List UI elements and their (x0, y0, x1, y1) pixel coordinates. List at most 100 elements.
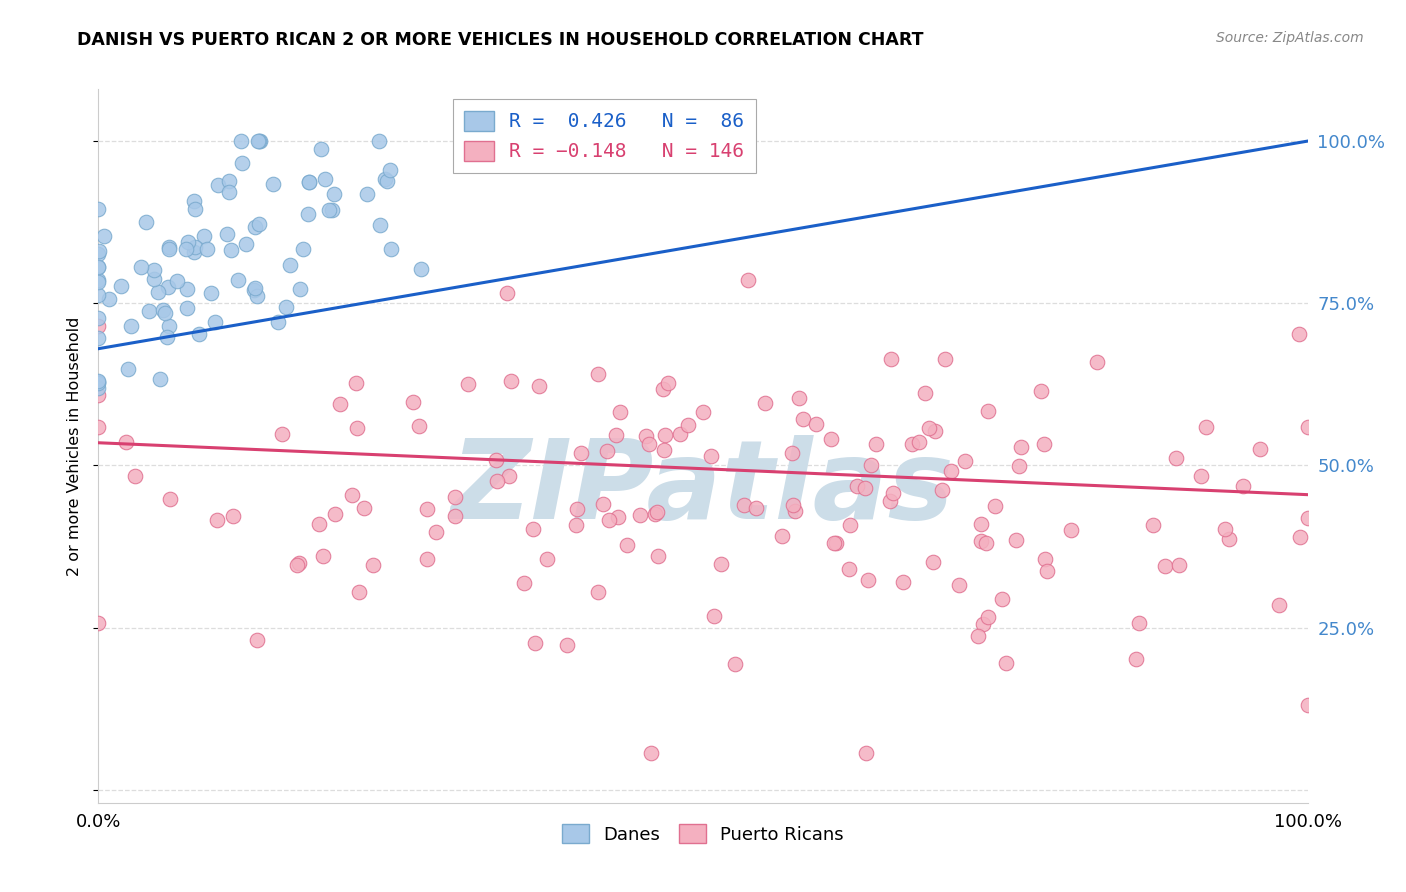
Point (444, 490, 467, 504)
Point (323, 187, 346, 202)
Point (135, 215, 157, 229)
Point (184, 240, 207, 254)
Point (87, 246, 110, 260)
Point (485, 453, 508, 467)
Y-axis label: 2 or more Vehicles in Household: 2 or more Vehicles in Household (67, 317, 83, 575)
Point (636, 429, 658, 443)
Point (855, 746, 877, 760)
Point (1296, 511, 1319, 525)
Point (176, 301, 198, 315)
Point (586, 585, 609, 599)
Point (606, 509, 628, 524)
Point (1289, 530, 1312, 544)
Point (129, 260, 152, 275)
Point (1085, 355, 1108, 369)
Point (972, 617, 994, 632)
Point (247, 134, 270, 148)
Point (297, 207, 319, 221)
Point (1168, 558, 1191, 572)
Point (529, 379, 551, 393)
Point (229, 134, 252, 148)
Point (1267, 598, 1289, 612)
Point (1033, 551, 1056, 566)
Point (176, 235, 198, 249)
Point (176, 282, 198, 296)
Point (87, 388, 110, 402)
Point (235, 237, 257, 252)
Point (425, 524, 447, 539)
Point (1232, 479, 1254, 493)
Point (609, 405, 631, 419)
Point (931, 483, 953, 497)
Point (1125, 652, 1147, 666)
Point (783, 503, 806, 517)
Point (700, 450, 723, 464)
Point (1213, 522, 1236, 536)
Point (312, 549, 335, 563)
Point (880, 352, 903, 367)
Point (934, 351, 956, 366)
Point (270, 426, 292, 441)
Point (142, 263, 165, 277)
Point (1010, 440, 1032, 454)
Point (780, 446, 803, 460)
Point (605, 428, 627, 442)
Point (1029, 384, 1052, 398)
Point (657, 376, 679, 390)
Point (87, 376, 110, 391)
Point (652, 382, 675, 396)
Point (318, 202, 340, 217)
Point (309, 142, 332, 156)
Point (288, 282, 311, 296)
Point (87, 374, 110, 388)
Point (323, 507, 346, 521)
Point (616, 538, 638, 552)
Point (402, 395, 425, 409)
Point (668, 427, 690, 442)
Point (498, 469, 520, 483)
Point (218, 174, 240, 188)
Point (652, 442, 675, 457)
Point (321, 202, 343, 217)
Point (939, 464, 962, 478)
Point (565, 502, 588, 516)
Point (1128, 616, 1150, 631)
Point (246, 633, 269, 648)
Point (308, 516, 330, 531)
Point (156, 330, 179, 344)
Point (967, 629, 990, 643)
Point (924, 424, 946, 438)
Point (733, 498, 755, 512)
Point (654, 427, 676, 442)
Point (87, 311, 110, 326)
Point (569, 446, 592, 460)
Point (838, 518, 860, 533)
Point (555, 639, 578, 653)
Point (1189, 469, 1212, 483)
Point (891, 575, 914, 590)
Point (983, 499, 1005, 513)
Point (710, 557, 733, 571)
Point (1060, 523, 1083, 537)
Point (443, 509, 465, 524)
Point (416, 551, 439, 566)
Point (149, 372, 172, 386)
Point (970, 516, 993, 531)
Point (153, 306, 176, 320)
Point (87, 381, 110, 395)
Point (115, 435, 138, 450)
Point (353, 501, 375, 516)
Point (1036, 564, 1059, 578)
Point (152, 302, 174, 317)
Point (278, 258, 301, 272)
Point (644, 507, 666, 521)
Point (120, 318, 142, 333)
Text: DANISH VS PUERTO RICAN 2 OR MORE VEHICLES IN HOUSEHOLD CORRELATION CHART: DANISH VS PUERTO RICAN 2 OR MORE VEHICLE… (77, 31, 924, 49)
Point (970, 534, 993, 549)
Point (645, 505, 668, 519)
Point (249, 134, 271, 148)
Point (246, 289, 269, 303)
Point (346, 421, 368, 435)
Point (157, 240, 180, 254)
Point (262, 177, 284, 191)
